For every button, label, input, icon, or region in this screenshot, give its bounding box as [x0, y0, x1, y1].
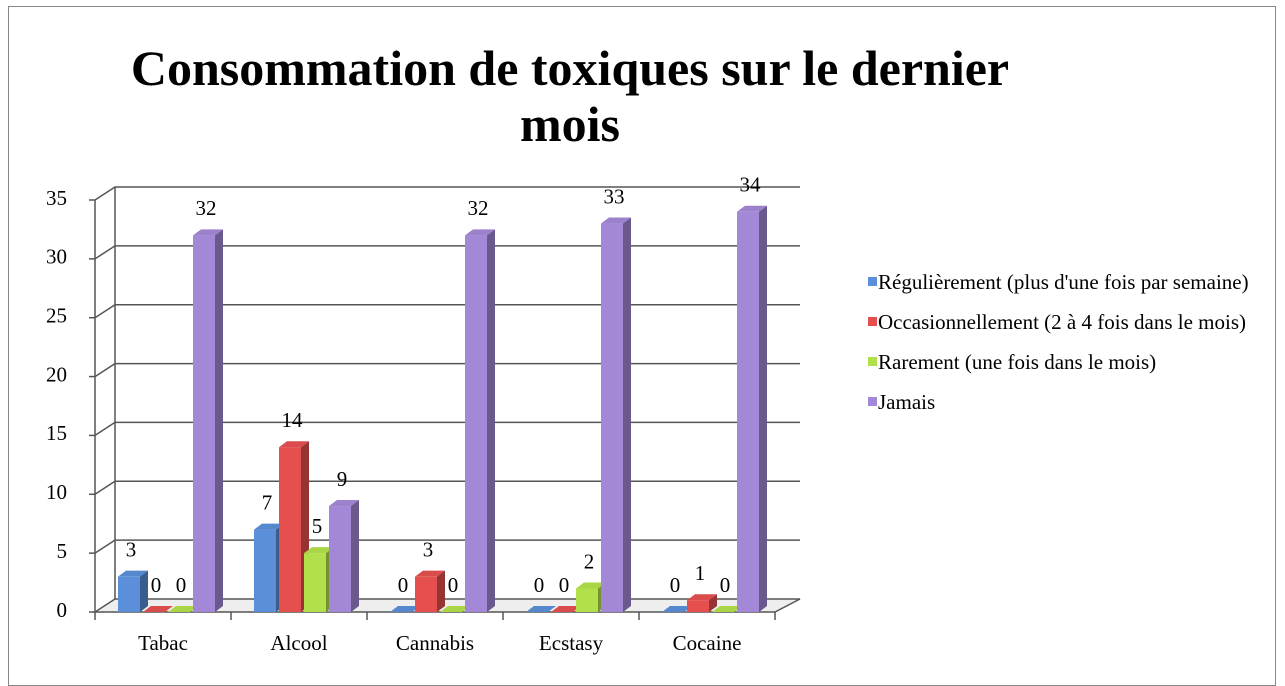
legend: Régulièrement (plus d'une fois par semai…: [868, 268, 1268, 428]
data-label: 0: [720, 573, 731, 597]
legend-entry: Jamais: [868, 388, 1268, 416]
bar: [254, 529, 276, 612]
x-tick-label: Cocaine: [673, 631, 742, 655]
grid-line: [94, 186, 800, 201]
bar-side: [215, 229, 223, 613]
bar-top: [390, 606, 420, 612]
legend-swatch: [868, 277, 877, 286]
bar: [329, 506, 351, 612]
bar-top: [118, 570, 148, 577]
grid-line: [94, 421, 800, 437]
bar-side: [709, 594, 717, 612]
data-label: 32: [196, 196, 217, 220]
bar: [601, 223, 623, 613]
bar: [118, 576, 140, 612]
bar-side: [437, 570, 445, 612]
bar: [576, 588, 598, 612]
bar-top: [687, 594, 717, 601]
bar-top: [329, 500, 359, 507]
data-label: 3: [423, 537, 434, 561]
y-tick-label: 20: [46, 362, 67, 386]
grid-line: [94, 480, 800, 495]
bar-top: [440, 606, 470, 612]
grid-line: [94, 362, 800, 378]
legend-swatch: [868, 317, 877, 326]
bar-top: [279, 441, 309, 448]
x-tick-label: Ecstasy: [539, 631, 604, 655]
bar: [687, 600, 709, 612]
bar-top: [712, 606, 742, 612]
bar-top: [465, 229, 495, 236]
data-label: 0: [670, 573, 681, 597]
bar-side: [140, 570, 148, 612]
data-label: 1: [695, 561, 706, 585]
bar-top: [168, 606, 198, 612]
bar-top: [193, 229, 223, 236]
data-label: 0: [151, 573, 162, 597]
bar: [279, 447, 301, 612]
data-label: 34: [740, 173, 762, 197]
bar: [737, 211, 759, 612]
data-label: 7: [262, 490, 273, 514]
grid-line: [94, 245, 800, 260]
bar-top: [415, 570, 445, 577]
legend-swatch: [868, 357, 877, 366]
bar-top: [551, 606, 581, 612]
bar: [193, 235, 215, 613]
x-tick-label: Alcool: [270, 631, 327, 655]
bar-top: [662, 606, 692, 612]
y-tick-label: 0: [57, 598, 68, 622]
legend-label: Rarement (une fois dans le mois): [878, 350, 1157, 374]
bar-side: [487, 229, 495, 613]
bar: [304, 553, 326, 612]
data-label: 0: [398, 573, 409, 597]
data-label: 2: [584, 549, 595, 573]
data-label: 0: [534, 573, 545, 597]
y-tick-label: 30: [46, 245, 67, 269]
bar-side: [759, 205, 767, 612]
data-label: 5: [312, 514, 323, 538]
bar-side: [351, 500, 359, 612]
data-label: 3: [126, 537, 137, 561]
legend-label: Occasionnellement (2 à 4 fois dans le mo…: [878, 310, 1246, 334]
legend-entry: Rarement (une fois dans le mois): [868, 348, 1268, 376]
bar-top: [143, 606, 173, 612]
data-label: 32: [468, 196, 489, 220]
bar: [415, 576, 437, 612]
x-tick-label: Tabac: [138, 631, 188, 655]
y-tick-label: 25: [46, 304, 67, 328]
data-label: 0: [559, 573, 570, 597]
legend-entry: Occasionnellement (2 à 4 fois dans le mo…: [868, 308, 1268, 336]
data-label: 0: [176, 573, 187, 597]
bar-side: [623, 217, 631, 613]
bar-top: [737, 205, 767, 212]
data-label: 33: [604, 184, 625, 208]
data-label: 0: [448, 573, 459, 597]
data-label: 14: [282, 408, 304, 432]
legend-swatch: [868, 397, 877, 406]
bar-top: [576, 582, 606, 589]
bar-top: [526, 606, 556, 612]
chart-title: Consommation de toxiques sur le dernier …: [130, 40, 1010, 152]
bar: [465, 235, 487, 613]
y-tick-label: 15: [46, 421, 67, 445]
grid-line: [94, 303, 800, 319]
bar-top: [304, 547, 334, 554]
y-tick-label: 5: [57, 539, 68, 563]
bar-top: [601, 217, 631, 224]
data-label: 9: [337, 467, 348, 491]
grid-line: [94, 539, 800, 554]
legend-entry: Régulièrement (plus d'une fois par semai…: [868, 268, 1268, 296]
y-tick-label: 35: [46, 186, 67, 210]
x-tick-label: Cannabis: [396, 631, 474, 655]
y-tick-label: 10: [46, 480, 67, 504]
bar-top: [254, 523, 284, 530]
legend-label: Régulièrement (plus d'une fois par semai…: [878, 270, 1249, 294]
legend-label: Jamais: [878, 390, 936, 414]
